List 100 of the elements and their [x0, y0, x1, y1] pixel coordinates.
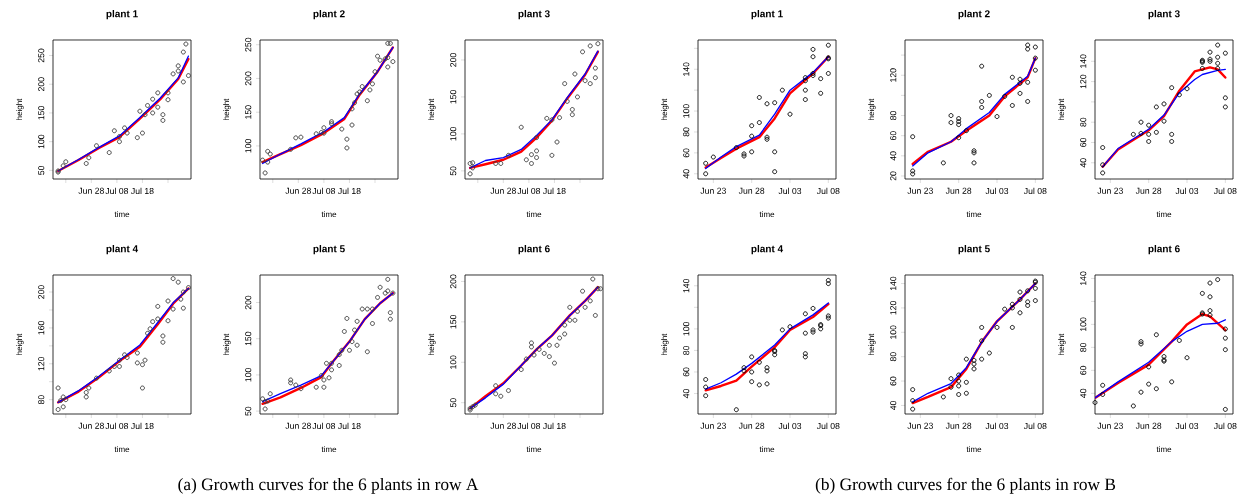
- point: [810, 73, 816, 78]
- point: [741, 368, 747, 374]
- point: [825, 42, 831, 48]
- point: [1032, 298, 1038, 304]
- point: [749, 149, 755, 155]
- y-tick-label: 120: [1080, 74, 1087, 89]
- point: [1215, 54, 1221, 60]
- y-tick-label: 40: [683, 169, 690, 179]
- point: [956, 392, 962, 397]
- y-axis-title: height: [428, 333, 436, 355]
- y-tick-label: 250: [38, 48, 45, 63]
- point: [116, 134, 122, 139]
- point: [336, 363, 342, 368]
- y-tick-label: 160: [38, 321, 45, 335]
- point: [323, 360, 329, 366]
- point: [1025, 42, 1031, 48]
- point: [592, 65, 598, 71]
- point: [170, 306, 176, 312]
- point: [534, 148, 540, 154]
- point: [1215, 60, 1221, 66]
- point: [145, 330, 151, 336]
- point: [387, 310, 393, 316]
- y-axis-title: height: [428, 98, 436, 120]
- point: [1130, 131, 1136, 137]
- point: [772, 149, 778, 155]
- point: [122, 125, 128, 131]
- point: [1017, 80, 1023, 86]
- point: [165, 298, 171, 304]
- point: [1161, 354, 1167, 360]
- point: [341, 329, 347, 334]
- point: [971, 366, 977, 372]
- point: [493, 161, 499, 166]
- point: [375, 53, 381, 59]
- point: [802, 330, 808, 336]
- y-tick-label: 150: [245, 105, 252, 119]
- y-axis-title: height: [16, 98, 24, 120]
- point: [994, 114, 1000, 120]
- y-tick-label: 80: [683, 127, 690, 137]
- point: [574, 94, 580, 100]
- x-tick-label: Jul 03: [985, 422, 1009, 430]
- point: [764, 368, 770, 374]
- point: [137, 108, 143, 114]
- point: [1100, 145, 1106, 151]
- point: [160, 333, 166, 339]
- point: [756, 382, 762, 388]
- point: [155, 316, 161, 322]
- point: [1169, 131, 1175, 137]
- point: [1138, 119, 1144, 125]
- point: [467, 171, 473, 177]
- y-tick-label: 200: [245, 295, 252, 310]
- point: [1009, 103, 1015, 108]
- point: [385, 276, 391, 282]
- x-axis-title: time: [526, 211, 542, 218]
- point: [1100, 382, 1106, 388]
- point: [1153, 129, 1159, 135]
- point: [910, 168, 916, 174]
- x-tick-label: Jun 28: [738, 187, 765, 194]
- point: [155, 303, 161, 309]
- point: [979, 63, 985, 69]
- point: [802, 97, 808, 103]
- point: [1207, 49, 1213, 55]
- point: [139, 130, 145, 136]
- point: [86, 385, 92, 391]
- point: [267, 151, 273, 157]
- y-tick-label: 60: [1080, 138, 1087, 147]
- x-tick-label: Jun 28: [78, 422, 104, 429]
- point: [1130, 403, 1136, 409]
- point: [562, 331, 568, 337]
- y-tick-label: 150: [38, 106, 45, 120]
- point: [160, 112, 166, 118]
- y-tick-label: 120: [38, 356, 45, 371]
- x-tick-label: Jul 03: [1175, 187, 1199, 195]
- point: [83, 390, 89, 395]
- point: [354, 342, 360, 348]
- point: [756, 120, 762, 126]
- point: [178, 296, 184, 302]
- x-tick-label: Jun 23: [907, 422, 933, 429]
- point: [956, 372, 962, 378]
- point: [493, 383, 499, 389]
- point: [262, 406, 268, 412]
- point: [1184, 355, 1190, 361]
- chart-title: plant 3: [518, 9, 550, 20]
- point: [979, 105, 985, 110]
- point: [265, 159, 271, 165]
- point: [1100, 392, 1106, 397]
- point: [1169, 85, 1175, 91]
- x-tick-label: Jun 28: [490, 422, 516, 429]
- point: [910, 406, 916, 412]
- x-tick-label: Jun 23: [1097, 422, 1123, 429]
- point: [528, 340, 534, 346]
- point: [150, 110, 156, 116]
- point: [971, 361, 977, 367]
- y-tick-label: 120: [890, 301, 897, 315]
- y-axis-title: height: [661, 333, 669, 355]
- x-tick-label: Jun 28: [945, 422, 972, 429]
- point: [710, 154, 716, 160]
- point: [265, 148, 271, 154]
- point: [63, 397, 69, 403]
- x-tick-label: Jun 28: [285, 187, 311, 194]
- point: [505, 152, 511, 158]
